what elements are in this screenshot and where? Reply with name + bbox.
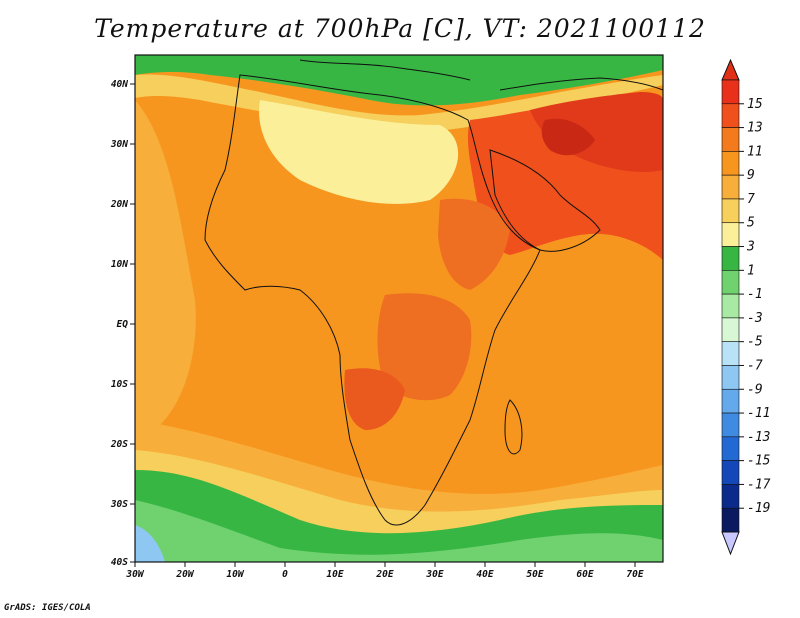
colorbar-swatch [721,484,740,509]
lon-tick-label: 30E [425,569,443,580]
lon-tick-label: 20W [175,569,194,580]
colorbar-label: -3 [747,311,763,326]
hot-core-persia [541,118,595,156]
colorbar-label: -11 [747,406,770,421]
band-north-yellow [135,74,663,132]
lat-tick-label: 40S [111,557,128,568]
africa-coastline [204,74,541,526]
colorbar-swatch [721,388,740,414]
lon-tick-label: 20E [375,569,393,580]
colorbar-swatch [721,103,740,128]
lat-tick-label: 40N [111,79,128,90]
colorbar-swatch [721,222,740,247]
europe-coast [299,59,471,81]
colorbar-label: -5 [747,335,763,350]
colorbar-label: -7 [747,358,763,373]
colorbar-swatch [721,507,740,533]
longitude-axis: 30W 20W 10W 0 10E 20E 30E 40E 50E 60E 70E [125,562,644,580]
colorbar-label: -9 [747,382,763,397]
colorbar-swatch [721,79,740,105]
colorbar-label: 15 [747,97,763,112]
warm-region-persia [530,92,663,172]
colorbar-swatch [721,198,740,224]
colorbar-swatch [721,151,740,176]
ocean-field-west [135,100,196,440]
map-frame [134,54,664,563]
lat-tick-label: 10N [111,259,128,270]
arabia-coastline [489,149,601,252]
lon-tick-label: 70E [626,569,643,580]
cold-patch-southwest [135,525,165,562]
warm-region-angola [344,368,405,430]
warm-region-east-africa [438,198,510,290]
colorbar-bottom-arrow [721,531,740,556]
colorbar-label: -19 [747,501,770,516]
colorbar-swatch [721,436,740,461]
colorbar-swatch [721,127,740,152]
north-coast-asia [499,77,664,91]
lon-tick-label: 10W [226,569,244,580]
cool-region-mediterranean [135,55,663,106]
colorbar-swatch [721,460,740,485]
lon-tick-label: 10E [326,569,343,580]
lat-tick-label: 30S [110,499,128,510]
lat-tick-label: EQ [117,319,129,330]
colorbar-label: -1 [747,287,763,302]
colorbar-top-arrow [721,58,740,81]
colorbar-swatch [721,174,740,200]
latitude-axis: 40N 30N 20N 10N EQ 10S 20S 30S 40S [110,79,135,568]
colorbar-label: 5 [747,216,755,231]
colorbar-swatch [721,317,740,342]
lon-tick-label: 0 [282,569,288,580]
lat-tick-label: 30N [110,139,128,150]
colorbar-label: 7 [747,192,755,207]
colorbar-swatch [721,412,740,438]
cool-region-southern-ocean [135,500,663,562]
colorbar-swatch [721,365,740,390]
colorbar-label: 3 [746,240,755,255]
colorbar-swatch [721,246,740,271]
colorbar-label: 13 [747,121,763,136]
credit-text: GrADS: IGES/COLA [4,603,91,613]
colorbar-label: -13 [747,430,770,445]
lon-tick-label: 30W [125,569,144,580]
colorbar-label: 11 [747,144,763,159]
colorbar-label: -17 [747,477,771,492]
lat-tick-label: 20N [110,199,128,210]
lat-tick-label: 10S [111,379,128,390]
lat-tick-label: 20S [110,439,128,450]
warm-region-central-africa [377,293,472,401]
madagascar-coastline [504,399,523,455]
lon-tick-label: 50E [526,569,543,580]
colorbar: 15 13 11 9 7 5 3 1 -1 -3 -5 -7 -9 -11 -13 -15 -17 -19 [721,58,771,556]
lon-tick-label: 40E [476,569,493,580]
colorbar-label: 9 [747,168,755,183]
colorbar-swatch [721,341,740,366]
map-fields [135,55,663,562]
sahara-light-field [259,100,459,204]
coastlines [204,59,664,526]
colorbar-swatch [721,293,740,319]
colorbar-label: 1 [747,263,755,278]
colorbar-label: -15 [747,454,771,469]
chart-title: Temperature at 700hPa [C], VT: 202110011… [94,14,706,43]
lon-tick-label: 60E [576,569,593,580]
colorbar-swatch [721,270,740,295]
